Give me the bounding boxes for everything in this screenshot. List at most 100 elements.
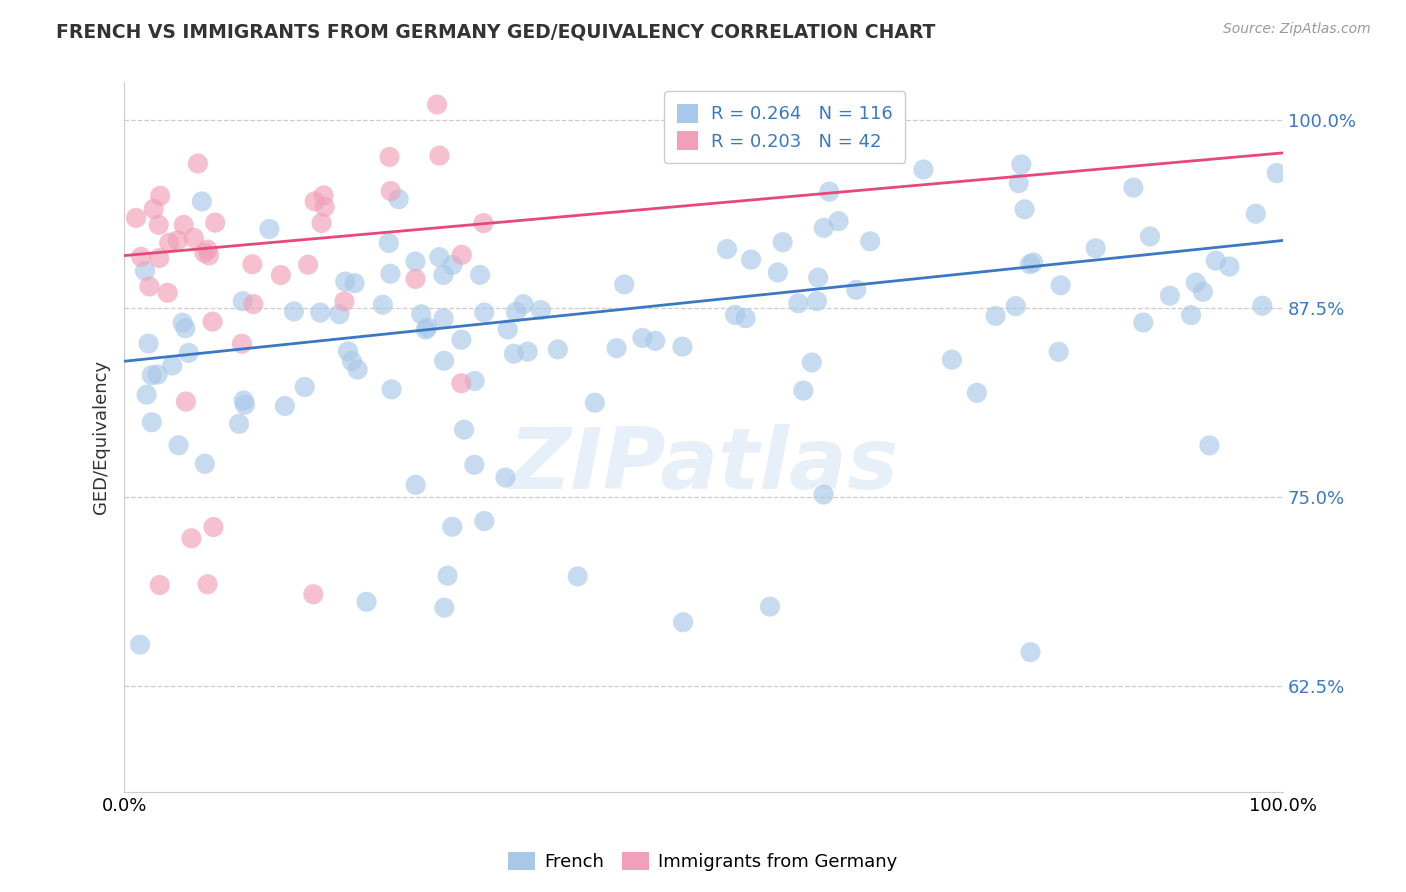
Point <box>378 235 401 250</box>
Point <box>231 336 253 351</box>
Text: Source: ZipAtlas.com: Source: ZipAtlas.com <box>1223 22 1371 37</box>
Point <box>197 577 219 591</box>
Point <box>328 307 350 321</box>
Point <box>818 185 841 199</box>
Point <box>644 334 666 348</box>
Point <box>1022 255 1045 269</box>
Point <box>1005 299 1028 313</box>
Point <box>1049 278 1071 293</box>
Point <box>312 188 335 202</box>
Point <box>716 242 738 256</box>
Point <box>302 587 325 601</box>
Point <box>201 315 224 329</box>
Point <box>1265 166 1288 180</box>
Point <box>1180 308 1202 322</box>
Point <box>505 305 527 319</box>
Legend: French, Immigrants from Germany: French, Immigrants from Germany <box>501 845 905 879</box>
Point <box>631 331 654 345</box>
Point <box>583 395 606 409</box>
Point <box>441 258 464 272</box>
Point <box>1185 276 1208 290</box>
Point <box>1218 260 1240 274</box>
Point <box>294 380 316 394</box>
Point <box>766 265 789 279</box>
Point <box>1122 180 1144 194</box>
Point <box>472 216 495 230</box>
Point <box>162 359 184 373</box>
Point <box>740 252 762 267</box>
Point <box>333 294 356 309</box>
Point <box>1139 229 1161 244</box>
Point <box>337 344 360 359</box>
Point <box>613 277 636 292</box>
Point <box>141 415 163 429</box>
Point <box>283 304 305 318</box>
Point <box>1244 207 1267 221</box>
Point <box>734 311 756 326</box>
Point <box>464 374 486 388</box>
Point <box>806 294 828 309</box>
Point <box>135 387 157 401</box>
Text: FRENCH VS IMMIGRANTS FROM GERMANY GED/EQUIVALENCY CORRELATION CHART: FRENCH VS IMMIGRANTS FROM GERMANY GED/EQ… <box>56 22 935 41</box>
Point <box>309 305 332 319</box>
Point <box>149 578 172 592</box>
Point <box>172 316 194 330</box>
Point <box>415 323 437 337</box>
Point <box>149 189 172 203</box>
Point <box>450 248 472 262</box>
Point <box>463 458 485 472</box>
Point <box>405 272 427 286</box>
Point <box>157 235 180 250</box>
Point <box>672 615 695 630</box>
Point <box>141 368 163 383</box>
Point <box>204 216 226 230</box>
Point <box>371 298 394 312</box>
Point <box>472 514 495 528</box>
Point <box>180 532 202 546</box>
Point <box>240 257 263 271</box>
Point <box>1047 344 1070 359</box>
Point <box>198 248 221 262</box>
Point <box>436 568 458 582</box>
Point <box>356 595 378 609</box>
Point <box>813 487 835 501</box>
Point <box>433 311 456 326</box>
Point <box>404 254 426 268</box>
Point <box>202 520 225 534</box>
Point <box>759 599 782 614</box>
Point <box>174 394 197 409</box>
Point <box>242 297 264 311</box>
Point <box>343 276 366 290</box>
Point <box>859 235 882 249</box>
Point <box>800 355 823 369</box>
Point <box>173 218 195 232</box>
Point <box>1251 299 1274 313</box>
Point <box>380 267 402 281</box>
Point <box>1019 257 1042 271</box>
Point <box>1132 316 1154 330</box>
Point <box>827 214 849 228</box>
Point <box>772 235 794 250</box>
Point <box>984 309 1007 323</box>
Point <box>187 156 209 170</box>
Point <box>606 341 628 355</box>
Point <box>270 268 292 282</box>
Point <box>314 200 336 214</box>
Point <box>125 211 148 225</box>
Point <box>787 296 810 310</box>
Point <box>1084 241 1107 255</box>
Point <box>433 354 456 368</box>
Point <box>197 243 219 257</box>
Point <box>167 438 190 452</box>
Point <box>228 417 250 431</box>
Point <box>671 340 693 354</box>
Point <box>432 268 454 282</box>
Point <box>148 218 170 232</box>
Point <box>146 368 169 382</box>
Point <box>340 354 363 368</box>
Point <box>429 148 451 162</box>
Point <box>380 184 402 198</box>
Point <box>1198 438 1220 452</box>
Point <box>233 398 256 412</box>
Point <box>346 362 368 376</box>
